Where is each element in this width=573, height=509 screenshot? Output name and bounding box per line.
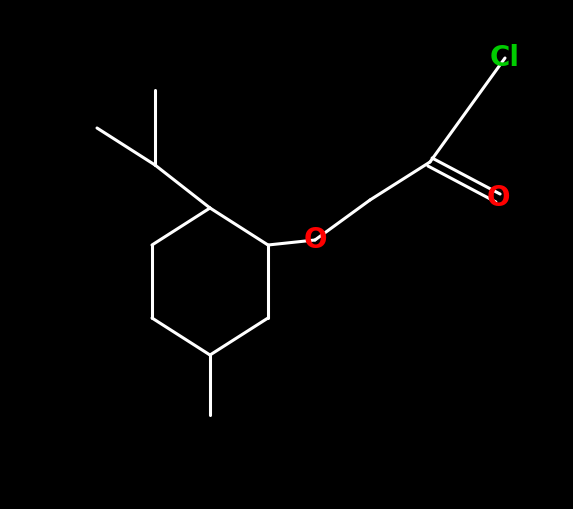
Text: O: O — [486, 184, 510, 212]
Text: Cl: Cl — [490, 44, 520, 72]
Text: O: O — [303, 226, 327, 254]
